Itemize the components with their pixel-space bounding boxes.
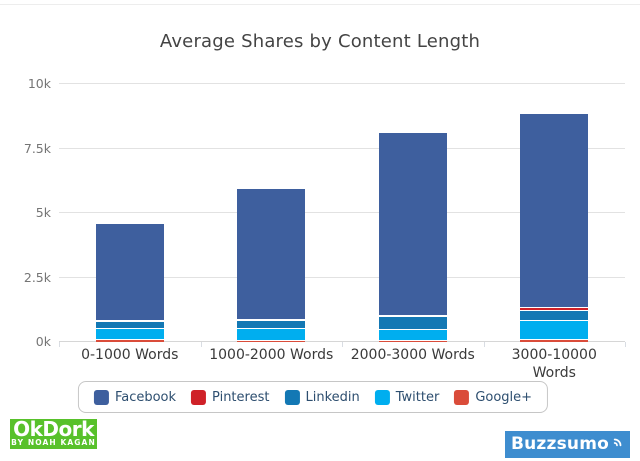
legend-label: Pinterest: [212, 389, 270, 405]
x-axis-tick: [483, 342, 485, 347]
x-axis-tick: [625, 342, 626, 347]
x-axis-tick: [342, 342, 343, 347]
okdork-logo-title: OkDork: [13, 417, 94, 441]
bar-segment-twitter: [237, 327, 306, 340]
x-axis-label-1000-2000-words: 1000-2000 Words: [209, 347, 334, 363]
bar-segment-linkedin: [95, 320, 164, 329]
legend-swatch-googleplus: [454, 389, 470, 405]
x-axis-tick: [59, 342, 60, 347]
bar-1000-2000-words: [237, 187, 306, 342]
x-axis-label-2000-3000-words: 2000-3000 Words: [350, 347, 475, 363]
bar-segment-twitter: [378, 328, 447, 340]
bar-segment-twitter: [95, 328, 164, 340]
legend-label: Linkedin: [305, 389, 360, 405]
bar-segment-googleplus: [95, 339, 164, 342]
bar-3000-10000-words: [520, 113, 589, 342]
legend-swatch-linkedin: [284, 389, 300, 405]
bar-2000-3000-words: [378, 132, 447, 342]
legend-item-pinterest: Pinterest: [191, 389, 270, 405]
gridline-10k: [59, 83, 625, 84]
buzzsumo-logo: Buzzsumo: [505, 431, 630, 458]
legend-label: Facebook: [114, 389, 177, 405]
bar-segment-twitter: [520, 319, 589, 340]
y-tick-label-5k: 5k: [35, 205, 51, 220]
y-tick-label-10k: 10k: [27, 76, 51, 91]
legend-item-facebook: Facebook: [93, 389, 177, 405]
bar-segment-facebook: [237, 187, 306, 320]
legend-label: Google+: [475, 389, 533, 405]
gridline-5k: [59, 212, 625, 213]
gridline-7.5k: [59, 147, 625, 149]
legend-swatch-twitter: [374, 389, 390, 405]
y-tick-label-0k: 0k: [35, 334, 51, 349]
buzzsumo-logo-text: Buzzsumo: [510, 434, 610, 454]
plot-area: 0k 2.5k 5k 7.5k 10k: [24, 76, 626, 349]
x-axis-tick: [200, 342, 202, 347]
x-axis-labels: 0-1000 Words 1000-2000 Words 2000-3000 Wor…: [59, 347, 625, 381]
chart-title: Average Shares by Content Length: [159, 31, 481, 52]
x-axis-label-0-1000-words: 0-1000 Words: [81, 347, 179, 363]
bar-segment-pinterest: [95, 319, 164, 321]
bar-segment-googleplus: [520, 339, 589, 342]
bar-segment-pinterest: [378, 315, 447, 317]
bar-segment-linkedin: [520, 310, 589, 320]
gridline-2.5k: [59, 276, 625, 278]
legend-swatch-facebook: [93, 389, 109, 405]
legend-label: Twitter: [395, 389, 440, 405]
gridline-0k: [59, 341, 625, 342]
okdork-logo: OkDork BY NOAH KAGAN: [10, 419, 97, 449]
bar-segment-googleplus: [378, 339, 447, 342]
chart-legend: Facebook Pinterest Linkedin Twitter Google+: [77, 381, 549, 413]
top-border-line: [0, 4, 640, 5]
bar-segment-pinterest: [237, 319, 306, 321]
bar-segment-linkedin: [237, 320, 306, 328]
bar-0-1000-words: [95, 223, 164, 342]
x-axis-label-3000-10000-words: 3000-10000 Words: [511, 347, 597, 381]
bar-segment-pinterest: [520, 306, 589, 311]
okdork-logo-subtitle: BY NOAH KAGAN: [11, 438, 96, 447]
signal-waves-icon: [613, 438, 622, 446]
legend-item-linkedin: Linkedin: [284, 389, 360, 405]
bar-segment-facebook: [378, 132, 447, 316]
bar-segment-googleplus: [237, 339, 306, 342]
y-tick-label-7.5k: 7.5k: [23, 140, 51, 156]
y-tick-label-2.5k: 2.5k: [23, 269, 51, 285]
legend-item-twitter: Twitter: [374, 389, 440, 405]
legend-item-googleplus: Google+: [454, 389, 533, 405]
legend-swatch-pinterest: [191, 389, 207, 405]
bar-segment-linkedin: [378, 316, 447, 329]
bar-segment-facebook: [520, 113, 589, 307]
bar-segment-facebook: [95, 223, 164, 320]
